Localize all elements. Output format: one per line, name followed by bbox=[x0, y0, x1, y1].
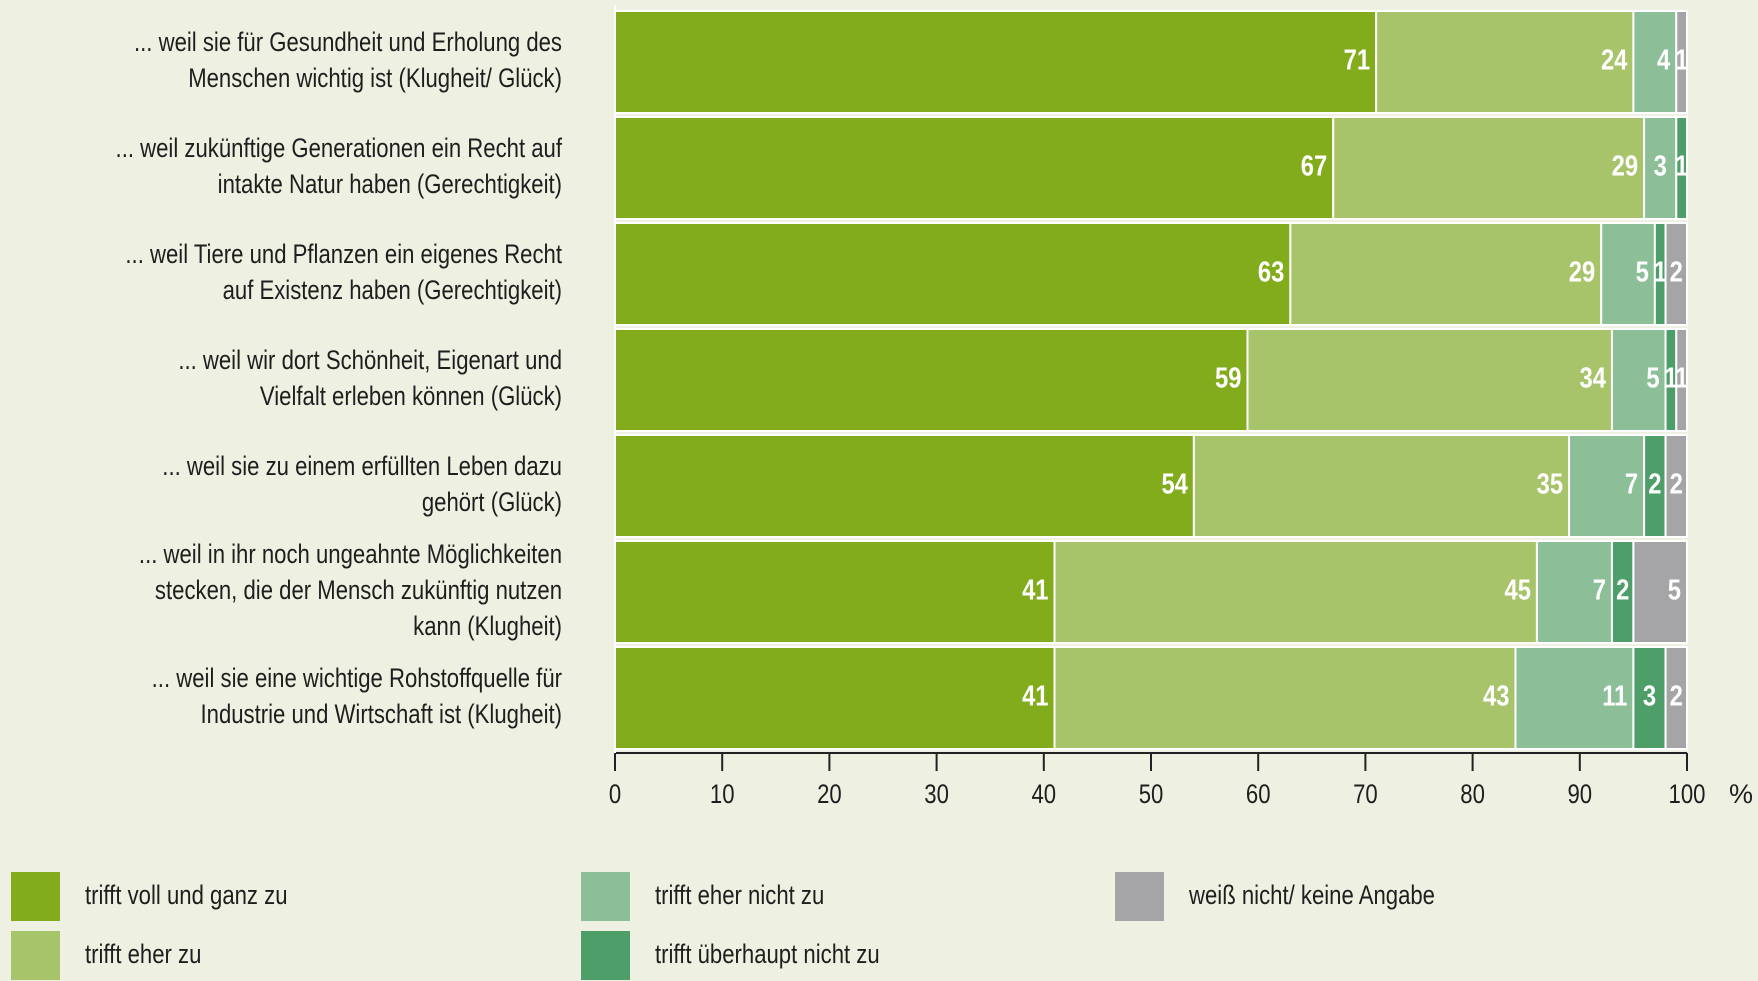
category-label: ... weil Tiere und Pflanzen ein eigenes … bbox=[125, 240, 562, 270]
legend-swatch bbox=[581, 931, 630, 980]
category-label: Industrie und Wirtschaft ist (Klugheit) bbox=[200, 700, 562, 730]
category-label: gehört (Glück) bbox=[422, 488, 562, 518]
data-label: 3 bbox=[1654, 149, 1667, 182]
category-label: kann (Klugheit) bbox=[413, 612, 562, 642]
legend-swatch bbox=[11, 931, 60, 980]
legend-label: trifft voll und ganz zu bbox=[85, 881, 288, 911]
category-label: stecken, die der Mensch zukünftig nutzen bbox=[155, 576, 562, 606]
legend-swatch bbox=[581, 872, 630, 921]
data-label: 5 bbox=[1668, 573, 1681, 606]
bar-segment bbox=[614, 10, 1378, 114]
category-label: ... weil sie eine wichtige Rohstoffquell… bbox=[152, 664, 562, 694]
bar-segment bbox=[614, 434, 1195, 538]
data-label: 5 bbox=[1646, 361, 1659, 394]
data-label: 34 bbox=[1580, 361, 1607, 394]
bar-segment bbox=[1053, 540, 1538, 644]
data-label: 1 bbox=[1664, 361, 1677, 394]
data-label: 43 bbox=[1483, 679, 1509, 712]
category-label: ... weil zukünftige Generationen ein Rec… bbox=[116, 134, 563, 164]
legend-swatch bbox=[1115, 872, 1164, 921]
data-label: 1 bbox=[1675, 43, 1688, 76]
data-label: 41 bbox=[1022, 573, 1048, 606]
data-label: 35 bbox=[1537, 467, 1563, 500]
bar-segment bbox=[614, 116, 1335, 220]
bar-segment bbox=[614, 646, 1056, 750]
data-label: 71 bbox=[1344, 43, 1370, 76]
x-tick-label: 50 bbox=[1139, 780, 1164, 810]
data-label: 59 bbox=[1215, 361, 1241, 394]
data-label: 7 bbox=[1625, 467, 1638, 500]
bar-segment bbox=[1568, 434, 1646, 538]
data-label: 2 bbox=[1670, 255, 1683, 288]
x-unit: % bbox=[1729, 779, 1753, 809]
bar-segment bbox=[614, 328, 1249, 432]
bar-segment bbox=[1053, 646, 1517, 750]
data-label: 41 bbox=[1022, 679, 1048, 712]
x-tick-label: 70 bbox=[1353, 780, 1378, 810]
x-tick-label: 0 bbox=[609, 780, 621, 810]
bar-segment bbox=[1375, 10, 1635, 114]
category-label: ... weil sie für Gesundheit und Erholung… bbox=[134, 28, 562, 58]
x-tick-label: 20 bbox=[817, 780, 842, 810]
bar-segment bbox=[1664, 434, 1689, 538]
x-tick-label: 80 bbox=[1460, 780, 1485, 810]
data-label: 1 bbox=[1654, 255, 1667, 288]
data-label: 1 bbox=[1675, 361, 1688, 394]
category-label: ... weil in ihr noch ungeahnte Möglichke… bbox=[139, 540, 562, 570]
bar-segment bbox=[1600, 222, 1656, 326]
bar-segment bbox=[1332, 116, 1646, 220]
x-tick-label: 30 bbox=[924, 780, 949, 810]
category-label: auf Existenz haben (Gerechtigkeit) bbox=[223, 276, 562, 306]
data-label: 54 bbox=[1161, 467, 1188, 500]
category-label: Vielfalt erleben können (Glück) bbox=[260, 382, 562, 412]
bar-segment bbox=[1664, 646, 1689, 750]
data-label: 1 bbox=[1675, 149, 1688, 182]
data-label: 29 bbox=[1569, 255, 1595, 288]
category-label: Menschen wichtig ist (Klugheit/ Glück) bbox=[188, 64, 562, 94]
bar-segment bbox=[1643, 116, 1678, 220]
bar-segment bbox=[1632, 10, 1678, 114]
bar-segment bbox=[614, 540, 1056, 644]
bar-segment bbox=[1192, 434, 1571, 538]
data-label: 2 bbox=[1616, 573, 1629, 606]
category-label: ... weil sie zu einem erfüllten Leben da… bbox=[162, 452, 562, 482]
data-label: 7 bbox=[1593, 573, 1606, 606]
bar-segment bbox=[1675, 116, 1689, 220]
data-label: 45 bbox=[1504, 573, 1530, 606]
bar-segment bbox=[1246, 328, 1613, 432]
data-label: 67 bbox=[1301, 149, 1327, 182]
data-label: 3 bbox=[1643, 679, 1656, 712]
legend-label: trifft überhaupt nicht zu bbox=[655, 940, 880, 970]
data-label: 63 bbox=[1258, 255, 1284, 288]
bar-segment bbox=[1632, 540, 1689, 644]
bar-segment bbox=[1675, 328, 1689, 432]
bar-segment bbox=[1675, 10, 1689, 114]
legend-label: weiß nicht/ keine Angabe bbox=[1188, 881, 1435, 911]
legend-label: trifft eher nicht zu bbox=[655, 881, 824, 911]
data-label: 24 bbox=[1601, 43, 1628, 76]
category-label: ... weil wir dort Schönheit, Eigenart un… bbox=[178, 346, 562, 376]
category-label: intakte Natur haben (Gerechtigkeit) bbox=[218, 170, 562, 200]
bar-segment bbox=[1664, 222, 1689, 326]
legend-label: trifft eher zu bbox=[85, 940, 201, 970]
bar-segment bbox=[1289, 222, 1603, 326]
data-label: 2 bbox=[1670, 467, 1683, 500]
x-tick-label: 90 bbox=[1567, 780, 1592, 810]
x-tick-label: 10 bbox=[710, 780, 735, 810]
x-tick-label: 60 bbox=[1246, 780, 1271, 810]
data-label: 4 bbox=[1657, 43, 1670, 76]
bar-segment bbox=[614, 222, 1292, 326]
legend-swatch bbox=[11, 872, 60, 921]
data-label: 29 bbox=[1612, 149, 1638, 182]
data-label: 11 bbox=[1602, 679, 1627, 712]
data-label: 2 bbox=[1670, 679, 1683, 712]
x-tick-label: 100 bbox=[1669, 780, 1706, 810]
bar-segment bbox=[1632, 646, 1667, 750]
x-tick-label: 40 bbox=[1031, 780, 1056, 810]
data-label: 5 bbox=[1636, 255, 1649, 288]
data-label: 2 bbox=[1648, 467, 1661, 500]
